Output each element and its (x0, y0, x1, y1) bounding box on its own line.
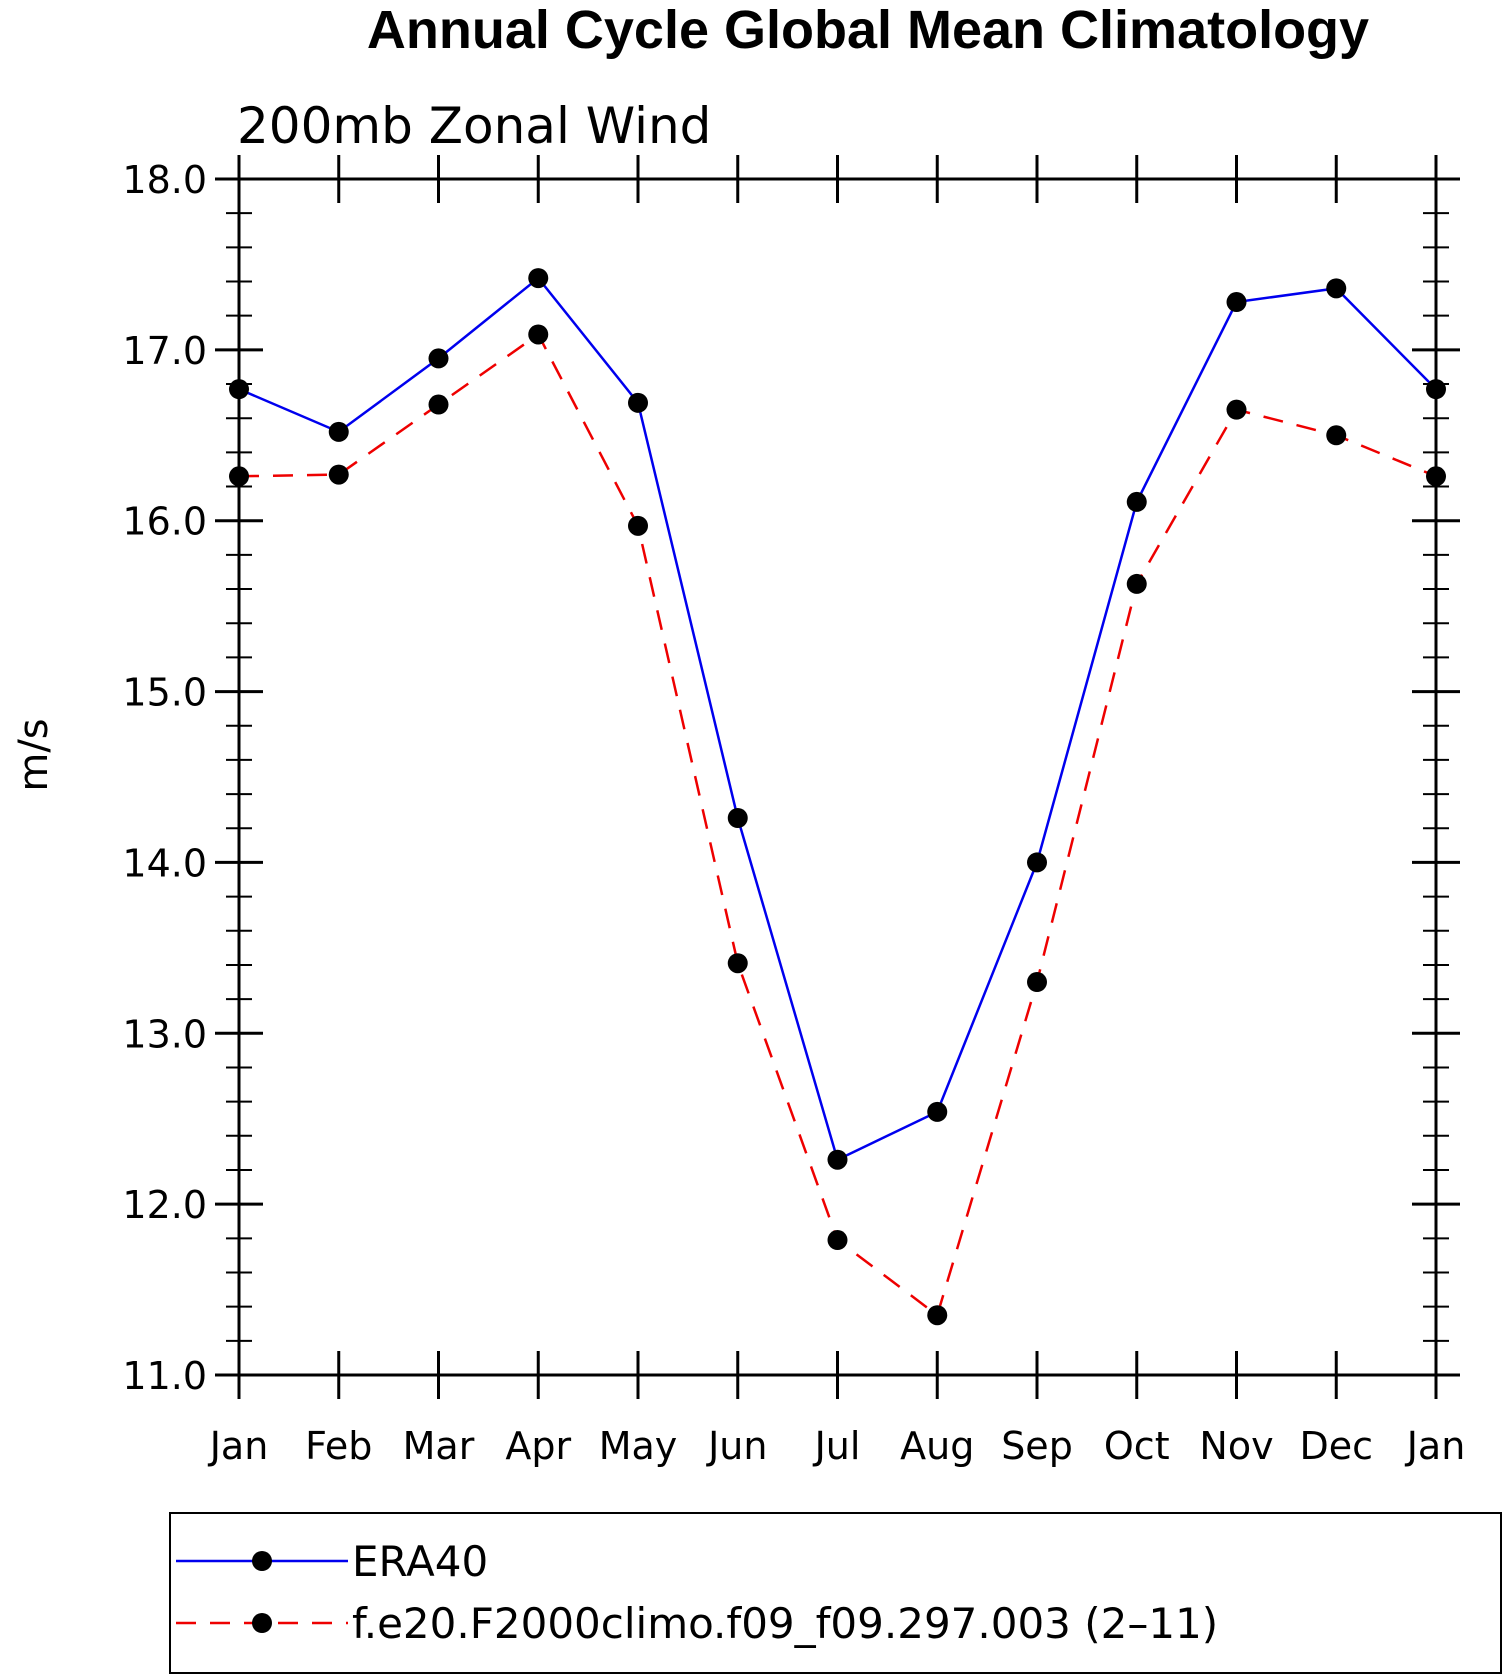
x-tick-label: Jan (1405, 1424, 1466, 1468)
series-2-point (1027, 972, 1047, 993)
chart-title: Annual Cycle Global Mean Climatology (367, 0, 1369, 60)
series-1-point (1226, 292, 1247, 313)
series-2-point (827, 1230, 848, 1251)
y-tick-label: 17.0 (122, 329, 207, 373)
legend-marker-2 (252, 1613, 272, 1633)
plot-area: 11.0 12.0 13.0 14.0 15.0 16.0 17.0 18.0 Jan Feb Ma… (122, 155, 1465, 1468)
y-tick-label: 13.0 (122, 1012, 207, 1056)
series-2-point (1226, 399, 1247, 420)
series-1-point (927, 1101, 948, 1122)
y-tick-label: 11.0 (122, 1354, 207, 1398)
y-tick-label: 15.0 (122, 671, 207, 715)
x-tick-label: Sep (1001, 1424, 1073, 1468)
x-tick-label: Nov (1199, 1424, 1273, 1468)
series-1-point (628, 392, 648, 413)
series-1-point (528, 268, 549, 289)
legend: ERA40 f.e20.F2000climo.f09_f09.297.003 (2… (169, 1512, 1502, 1674)
legend-marker-1 (252, 1551, 272, 1571)
series-1-point (328, 421, 349, 442)
x-tick-label: Oct (1104, 1424, 1170, 1468)
series-2-point (428, 394, 449, 415)
series-1-point (827, 1149, 848, 1170)
series-1-point (727, 808, 748, 829)
series-2-point (628, 515, 648, 536)
x-tick-label: Mar (403, 1424, 475, 1468)
y-tick-label: 12.0 (122, 1183, 207, 1227)
series-1-point (428, 348, 449, 369)
y-axis-label: m/s (11, 718, 57, 791)
legend-entry-1: ERA40 (352, 1537, 488, 1586)
series-2-point (328, 464, 349, 485)
x-tick-label: Aug (900, 1424, 974, 1468)
x-tick-label: Jan (208, 1424, 269, 1468)
x-tick-label: May (599, 1424, 678, 1468)
x-tick-label: Jul (813, 1424, 861, 1468)
legend-box (169, 1512, 1502, 1674)
series-line-1 (238, 276, 1437, 1162)
series-1-point (1126, 491, 1147, 512)
series-2-point (1326, 425, 1347, 446)
x-tick-label: Feb (305, 1424, 372, 1468)
x-tick-label: Jun (706, 1424, 767, 1468)
series-2-point (528, 324, 549, 345)
legend-entry-2: f.e20.F2000climo.f09_f09.297.003 (2–11) (352, 1599, 1218, 1648)
series-2-point (927, 1305, 948, 1326)
y-tick-label: 16.0 (122, 500, 207, 544)
series-1-point (1326, 278, 1347, 299)
series-1-point (1426, 379, 1446, 400)
chart-subtitle: 200mb Zonal Wind (237, 97, 711, 155)
plot-frame (237, 177, 1438, 1377)
y-tick-label: 18.0 (122, 158, 207, 202)
y-tick-label: 14.0 (122, 841, 207, 885)
series-2-point (1426, 466, 1446, 487)
x-tick-label: Apr (505, 1424, 571, 1468)
series-2-point (1126, 573, 1147, 594)
series-1-point (229, 379, 249, 400)
series-1-point (1027, 852, 1047, 873)
x-tick-label: Dec (1299, 1424, 1373, 1468)
series-2-point (229, 466, 249, 487)
series-2-point (727, 953, 748, 974)
